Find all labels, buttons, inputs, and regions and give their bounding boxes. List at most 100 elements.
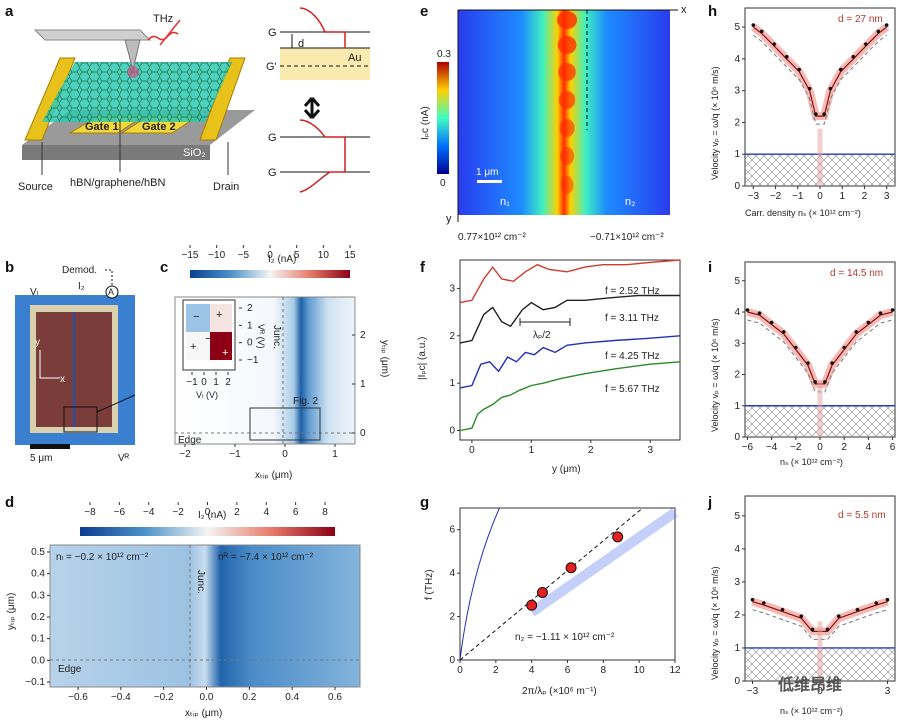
e-blob [559,119,575,137]
i-plot-data-point [806,361,810,365]
au-layer [280,48,370,80]
g-x-label: 12 [669,665,681,676]
j-plot: 5 4 3 2 1 0 −3 0 3 [734,511,895,697]
h-plot-x-label: 2 [862,191,868,202]
e-x-label: x [681,4,687,16]
i-plot-y-label: 4 [734,307,740,318]
panel-label-b: b [5,259,14,276]
g-data-point [536,586,548,598]
j-plot-bulk-line [752,609,888,640]
g-dispersion-band [528,508,678,617]
inset-x-label: −1 [186,377,198,388]
j-plot-data-point [836,614,841,619]
f-x-label: 2 [588,445,594,456]
i-plot-theory-line [747,311,893,385]
h-plot-y-label: 1 [734,149,740,160]
h-plot-x-label: 1 [839,191,845,202]
ammeter-a: A [108,287,114,297]
panel-a: a Gate 1 Gate 2 SiO₂ THz Source hBN/grap… [5,3,370,193]
d-y-label: 0.0 [31,655,45,666]
i-plot-data-point [823,380,827,384]
f-lambda-label: λₚ/2 [533,330,551,341]
i-plot-y-label: 0 [734,432,740,443]
d-junc-label: Junc. [195,570,206,594]
f-freq-1: f = 3.11 THz [605,313,659,324]
e-scale-label: 1 μm [476,167,498,178]
e-blob [560,176,574,194]
thz-wave-icon [147,31,179,41]
c-x-label: 0 [282,449,288,460]
h-plot-y-label: 5 [734,22,740,33]
i-plot-x-label: −6 [742,442,754,453]
e-left-density: 0.77×10¹² cm⁻² [458,232,526,243]
gate-2-label: Gate 2 [142,121,176,133]
h-plot-data-point [822,112,826,116]
equivalence-arrow-icon [303,97,321,119]
e-n1-label: n₁ [500,196,510,208]
j-plot-data-point [780,607,785,612]
i-plot-data-point [794,345,798,350]
axis-y-label: y [35,337,40,348]
d-cb-label: 6 [293,507,299,518]
i-plot-x-label: 4 [866,442,872,453]
e-blob [558,91,576,109]
i-plot-data-point [842,345,846,350]
d-colorbar-title: I₂ (nA) [198,510,226,521]
inset-x-label: 1 [213,377,219,388]
h-plot-theory-band [750,23,890,121]
d-cb-label: 4 [263,507,269,518]
c-colorbar [190,270,350,278]
f-y-label: 0 [449,426,455,437]
hotspot [127,66,139,78]
inset-sign-5: + [222,347,228,359]
panel-g: g 6 4 2 00 2 4 6 8 10 12 f (THz) 2π/λₚ (×10⁶ m⁻¹)… [420,494,681,697]
d-current-map [49,544,361,688]
inset-sign-4: − [205,333,211,345]
j-plot-data-point [761,601,766,605]
f-freq-2: f = 4.25 THz [605,351,660,362]
j-plot-data-point [810,627,815,632]
d-ylabel: yₜᵢₚ (μm) [6,593,17,630]
c-x-label: −2 [179,449,191,460]
f-plot-frame [459,259,681,441]
inset-x-label: 0 [201,377,207,388]
panel-label-i: i [708,259,712,276]
j-ylabel: Velocity vₚ = ω/q (× 10⁶ m/s) [710,566,720,680]
c-x-label: −1 [229,449,241,460]
j-plot-y-label: 2 [734,610,740,621]
g-x-label: 0 [457,665,463,676]
f-series-line [459,361,681,432]
scale-bar [30,444,70,449]
c-colorbar-ticks: −15 −10 −5 0 5 10 15 [182,245,356,261]
inset-q2 [210,304,232,332]
e-colorbar [437,62,449,174]
g-y-label: 2 [449,612,455,623]
d-x-label: −0.2 [154,692,174,703]
panel-h: h 5 4 3 2 1 0 −3 −2 −1 0 1 2 3 d = 27 nm Carr. densi… [708,3,896,218]
panel-c: c I₂ (nA) −15 −10 −5 0 5 10 15 Edge Junc. Fig.… [160,245,390,481]
h-plot-x-label: −2 [770,191,782,202]
d-x-label: −0.6 [68,692,88,703]
d-y-label: 0.1 [31,634,45,645]
h-plot-data-point [807,86,812,91]
g-x-label: 6 [565,665,571,676]
i-plot-x-label: 0 [817,442,823,453]
inset-sign-2: + [216,309,222,321]
f-y-label: 1 [449,378,455,389]
axes-icon [39,350,60,379]
c-y-label: 1 [360,379,366,390]
h-plot: 5 4 3 2 1 0 −3 −2 −1 0 1 2 3 [734,22,895,202]
inset-x-label: 2 [225,377,231,388]
panel-label-h: h [708,3,717,20]
c-cb-label: 0 [267,250,273,261]
d-x-label: −0.4 [111,692,131,703]
c-cb-label: −10 [208,250,225,261]
inset-y-label: −1 [247,355,259,366]
j-plot-data-point [874,601,879,605]
panel-label-c: c [160,259,168,276]
inset-y-label: 2 [247,303,253,314]
h-plot-x-label: 3 [884,191,890,202]
d-x-label: 0.6 [328,692,342,703]
